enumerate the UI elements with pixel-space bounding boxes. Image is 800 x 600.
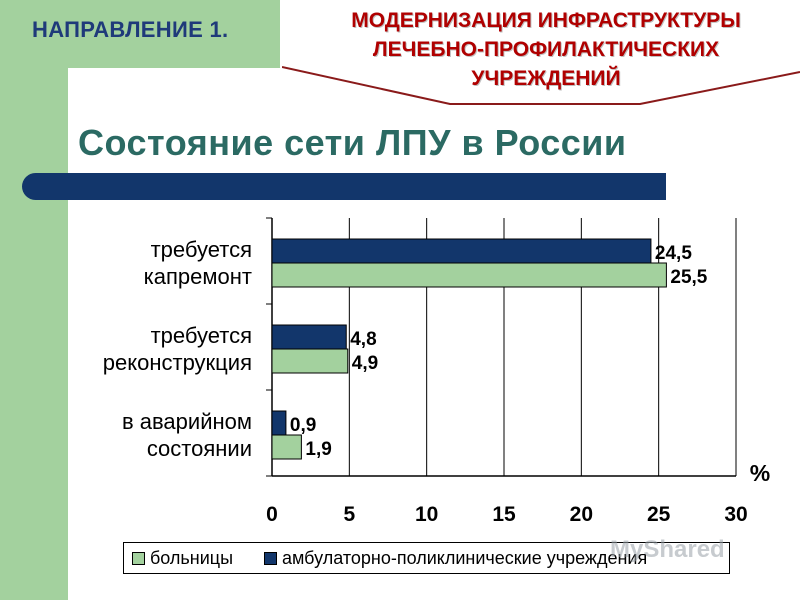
data-label: 0,9 bbox=[290, 415, 316, 436]
category-label: требуется bbox=[151, 323, 252, 348]
legend-swatch-outpatient bbox=[264, 551, 277, 565]
data-label: 24,5 bbox=[655, 243, 692, 264]
bar-outpatient bbox=[271, 238, 652, 264]
category-label: капремонт bbox=[144, 264, 252, 289]
category-label: реконструкция bbox=[103, 350, 252, 375]
watermark: MyShared bbox=[610, 536, 725, 563]
legend-item-hospitals: больницы bbox=[132, 543, 233, 573]
x-tick-label: 10 bbox=[415, 503, 438, 526]
section-label: НАПРАВЛЕНИЕ 1. bbox=[32, 17, 229, 42]
page-title: Состояние сети ЛПУ в России bbox=[78, 122, 627, 163]
legend-swatch-hospitals bbox=[132, 551, 145, 565]
legend-label-hospitals: больницы bbox=[150, 547, 234, 568]
category-label: в аварийном bbox=[122, 409, 252, 434]
x-tick-label: 30 bbox=[724, 503, 747, 526]
bar-outpatient bbox=[271, 410, 287, 436]
x-tick-label: 25 bbox=[647, 503, 671, 526]
banner-outline bbox=[282, 66, 800, 105]
data-label: 1,9 bbox=[305, 439, 331, 460]
banner-line-1: МОДЕРНИЗАЦИЯ ИНФРАСТРУКТУРЫ bbox=[351, 9, 741, 32]
x-tick-label: 20 bbox=[570, 503, 593, 526]
banner-title: МОДЕРНИЗАЦИЯ ИНФРАСТРУКТУРЫ ЛЕЧЕБНО-ПРОФ… bbox=[296, 6, 796, 93]
x-tick-label: 15 bbox=[492, 503, 516, 526]
banner-line-3: УЧРЕЖДЕНИЙ bbox=[471, 67, 621, 90]
bar-outpatient bbox=[271, 324, 347, 350]
left-green-strip bbox=[0, 0, 68, 600]
data-label: 4,9 bbox=[352, 353, 378, 374]
category-label: состоянии bbox=[147, 436, 252, 461]
banner-line-2: ЛЕЧЕБНО-ПРОФИЛАКТИЧЕСКИХ bbox=[372, 38, 720, 61]
chart-legend: больницы амбулаторно-поликлинические учр… bbox=[123, 542, 730, 574]
x-tick-label: 0 bbox=[266, 503, 278, 526]
title-underline-bar bbox=[22, 173, 666, 200]
x-axis-unit-label: % bbox=[750, 460, 770, 486]
legend-item-outpatient: амбулаторно-поликлинические учреждения bbox=[264, 543, 647, 573]
category-label: требуется bbox=[151, 237, 252, 262]
top-green-strip bbox=[0, 0, 280, 68]
legend-label-outpatient: амбулаторно-поликлинические учреждения bbox=[282, 547, 648, 568]
x-tick-label: 5 bbox=[343, 503, 355, 526]
bar-hospitals bbox=[271, 434, 302, 460]
data-label: 25,5 bbox=[670, 267, 707, 288]
bar-hospitals bbox=[271, 262, 667, 288]
bar-hospitals bbox=[271, 348, 349, 374]
data-label: 4,8 bbox=[350, 329, 376, 350]
